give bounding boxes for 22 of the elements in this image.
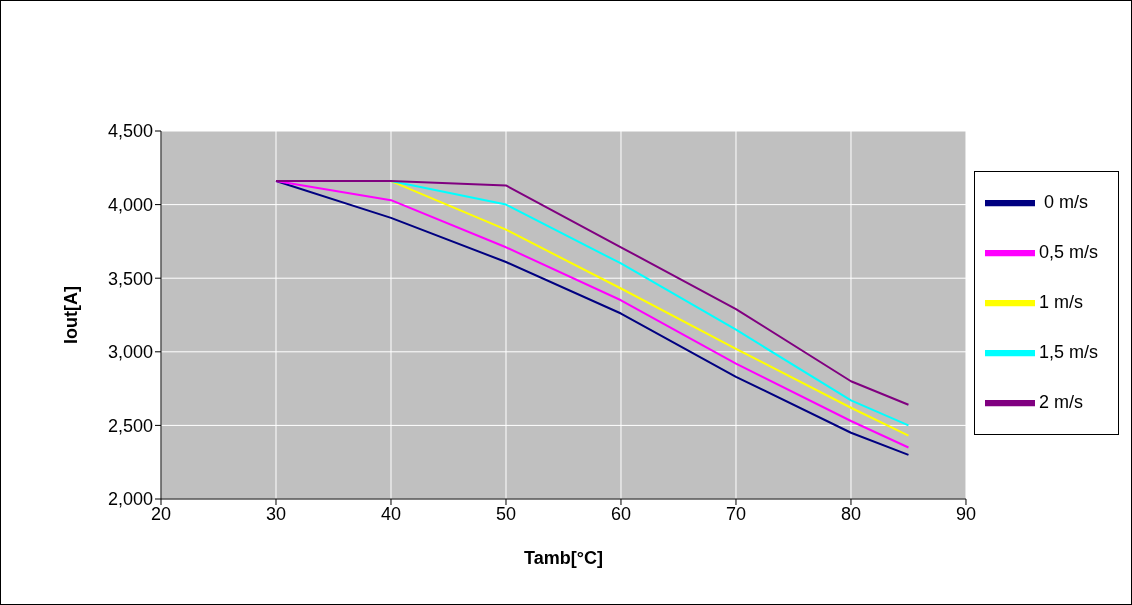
legend-label: 1,5 m/s — [1038, 341, 1098, 362]
line-series — [275, 180, 910, 406]
x-tick-label: 60 — [610, 503, 631, 524]
legend-label: 0,5 m/s — [1038, 241, 1098, 262]
y-tick-label: 3,500 — [107, 268, 153, 289]
x-tick-label: 20 — [150, 503, 172, 524]
legend-label: 2 m/s — [1038, 391, 1083, 412]
y-tick-label: 4,000 — [107, 194, 153, 215]
x-tick-label: 50 — [495, 503, 516, 524]
x-tick-label: 40 — [380, 503, 402, 524]
y-tick-label: 3,000 — [107, 342, 153, 363]
y-tick-label: 2,000 — [107, 489, 153, 510]
x-tick-label: 70 — [725, 503, 746, 524]
x-axis-title: Tamb[°C] — [524, 548, 603, 568]
y-tick-label: 4,500 — [107, 121, 153, 142]
x-tick-label: 80 — [840, 503, 861, 524]
y-tick-label: 2,500 — [107, 415, 153, 436]
legend-label: 0 m/s — [1042, 191, 1088, 212]
y-axis-title: Iout[A] — [61, 286, 82, 344]
x-tick-label: 30 — [265, 503, 287, 524]
legend-label: 1 m/s — [1038, 291, 1083, 312]
x-tick-label: 90 — [955, 503, 976, 524]
